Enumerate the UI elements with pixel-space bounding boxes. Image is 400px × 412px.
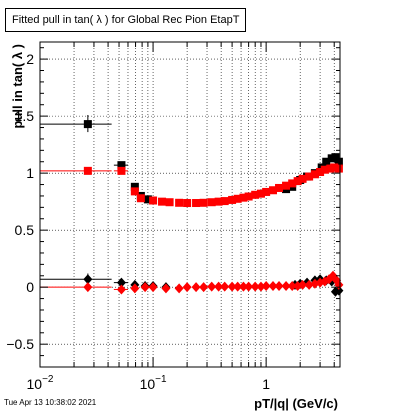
square-marker bbox=[228, 195, 237, 204]
diamond-marker bbox=[130, 283, 140, 294]
square-marker bbox=[262, 187, 271, 196]
diamond-marker bbox=[233, 281, 243, 292]
square-marker bbox=[334, 164, 343, 173]
diamond-marker bbox=[261, 281, 271, 292]
square-marker bbox=[117, 166, 126, 175]
diamond-marker bbox=[334, 285, 344, 296]
diamond-marker bbox=[244, 281, 254, 292]
y-tick-label: 2 bbox=[26, 51, 34, 67]
timestamp-label: Tue Apr 13 10:38:02 2021 bbox=[4, 398, 97, 407]
square-marker bbox=[83, 120, 92, 129]
square-marker bbox=[199, 198, 208, 207]
x-axis-label: pT/|q| (GeV/c) bbox=[254, 396, 338, 411]
square-marker bbox=[305, 172, 314, 181]
diamond-marker bbox=[83, 282, 93, 293]
square-marker bbox=[331, 153, 340, 162]
square-marker bbox=[288, 179, 297, 188]
square-marker bbox=[149, 196, 158, 205]
square-marker bbox=[192, 199, 201, 208]
x-tick-label: 10−1 bbox=[140, 374, 167, 392]
x-tick-exponent: −1 bbox=[155, 374, 167, 385]
square-marker bbox=[175, 198, 184, 207]
square-marker bbox=[322, 157, 331, 166]
x-tick-label: 1 bbox=[262, 376, 270, 392]
square-marker bbox=[251, 190, 260, 199]
square-marker bbox=[269, 186, 278, 195]
diamond-marker bbox=[116, 277, 126, 288]
y-tick-label: 1.5 bbox=[15, 108, 35, 124]
square-marker bbox=[143, 195, 152, 204]
y-tick-label: 0.5 bbox=[15, 222, 35, 238]
square-marker bbox=[244, 192, 253, 201]
diamond-marker bbox=[207, 281, 217, 292]
square-marker bbox=[310, 170, 319, 179]
square-marker bbox=[330, 163, 339, 172]
square-marker bbox=[320, 165, 329, 174]
square-marker bbox=[117, 161, 126, 170]
y-axis-label: pull in tan( λ ) bbox=[10, 44, 25, 129]
diamond-marker bbox=[182, 282, 192, 293]
diamond-marker bbox=[191, 282, 201, 293]
y-tick-label: 1 bbox=[26, 165, 34, 181]
diamond-marker bbox=[161, 283, 171, 294]
square-marker bbox=[256, 189, 265, 198]
diamond-marker bbox=[281, 281, 291, 292]
square-marker bbox=[83, 166, 92, 175]
diamond-marker bbox=[199, 282, 209, 293]
diamond-marker bbox=[238, 281, 248, 292]
axes: −0.5 0 0.5 1 1.5 2 10−2 10−1 1 bbox=[6, 42, 340, 392]
diamond-marker bbox=[250, 281, 260, 292]
diamond-marker bbox=[116, 284, 126, 295]
series-0-width-black bbox=[40, 114, 343, 204]
square-marker bbox=[220, 197, 229, 206]
diamond-marker bbox=[268, 281, 278, 292]
diamond-marker bbox=[298, 279, 308, 290]
square-marker bbox=[130, 187, 139, 196]
y-tick-label: 0 bbox=[26, 279, 34, 295]
diamond-marker bbox=[256, 281, 266, 292]
diamond-marker bbox=[220, 281, 230, 292]
square-marker bbox=[130, 182, 139, 191]
diamond-marker bbox=[304, 279, 314, 290]
square-marker bbox=[136, 194, 145, 203]
plot-frame bbox=[39, 41, 341, 368]
diamond-marker bbox=[274, 281, 284, 292]
diamond-marker bbox=[287, 281, 297, 292]
square-marker bbox=[158, 197, 167, 206]
chart-title: Fitted pull in tan( λ ) for Global Rec P… bbox=[5, 8, 247, 32]
diamond-marker bbox=[174, 283, 184, 294]
square-marker bbox=[207, 198, 216, 207]
series-1-width-red bbox=[40, 163, 343, 208]
x-tick-label: 10−2 bbox=[27, 374, 54, 392]
square-marker bbox=[316, 168, 325, 176]
square-marker bbox=[233, 194, 242, 203]
square-marker bbox=[282, 181, 291, 190]
square-marker bbox=[293, 177, 302, 186]
data-series bbox=[40, 114, 344, 297]
diamond-marker bbox=[214, 281, 224, 292]
y-tick-label: −0.5 bbox=[6, 336, 34, 352]
square-marker bbox=[239, 193, 248, 202]
diamond-marker bbox=[227, 281, 237, 292]
square-marker bbox=[275, 183, 284, 192]
square-marker bbox=[183, 199, 192, 208]
diamond-marker bbox=[83, 274, 93, 285]
series-3-mean-red bbox=[40, 270, 344, 295]
diamond-marker bbox=[140, 282, 150, 293]
diamond-marker bbox=[148, 282, 158, 293]
square-marker bbox=[165, 198, 174, 207]
x-tick-exponent: −2 bbox=[42, 374, 54, 385]
square-marker bbox=[214, 197, 223, 206]
square-marker bbox=[298, 174, 307, 183]
